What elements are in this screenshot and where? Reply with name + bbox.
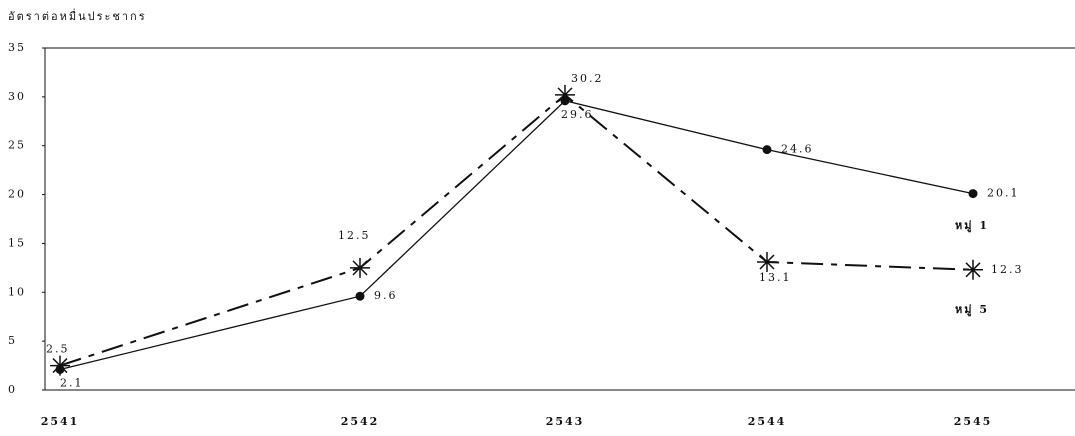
data-label: 2.1 xyxy=(60,376,84,389)
y-tick-label: 25 xyxy=(8,139,26,152)
series-label: หมู่ 1 xyxy=(955,219,989,233)
point xyxy=(50,355,70,376)
y-tick-label: 10 xyxy=(8,285,26,298)
point xyxy=(762,145,772,155)
data-label: 20.1 xyxy=(987,187,1020,200)
point xyxy=(350,257,370,278)
y-tick-label: 15 xyxy=(8,236,26,249)
y-axis-title: อัตราต่อหมื่นประชากร xyxy=(8,8,147,23)
y-tick-label: 5 xyxy=(8,334,17,347)
y-tick-label: 0 xyxy=(8,383,17,396)
data-label: 12.5 xyxy=(338,229,371,242)
x-tick-label: 2541 xyxy=(41,415,80,428)
y-tick-label: 30 xyxy=(8,90,26,103)
data-label: 12.3 xyxy=(991,263,1024,276)
point xyxy=(968,189,978,199)
data-label: 2.5 xyxy=(46,343,70,356)
data-label: 30.2 xyxy=(571,72,604,85)
data-label: 29.6 xyxy=(561,108,594,121)
series-line xyxy=(59,93,974,367)
point xyxy=(555,84,575,105)
x-tick-label: 2545 xyxy=(954,415,993,428)
point xyxy=(963,259,983,280)
y-tick-label: 20 xyxy=(8,188,26,201)
data-label: 9.6 xyxy=(374,289,398,302)
point xyxy=(757,251,777,272)
series-label: หมู่ 5 xyxy=(955,303,989,317)
x-tick-label: 2542 xyxy=(341,415,380,428)
x-tick-label: 2543 xyxy=(546,415,585,428)
y-tick-label: 35 xyxy=(8,41,26,54)
point xyxy=(355,291,365,301)
x-tick-label: 2544 xyxy=(748,415,787,428)
data-label: 13.1 xyxy=(759,271,792,284)
data-label: 24.6 xyxy=(781,143,814,156)
series-line xyxy=(59,100,974,371)
